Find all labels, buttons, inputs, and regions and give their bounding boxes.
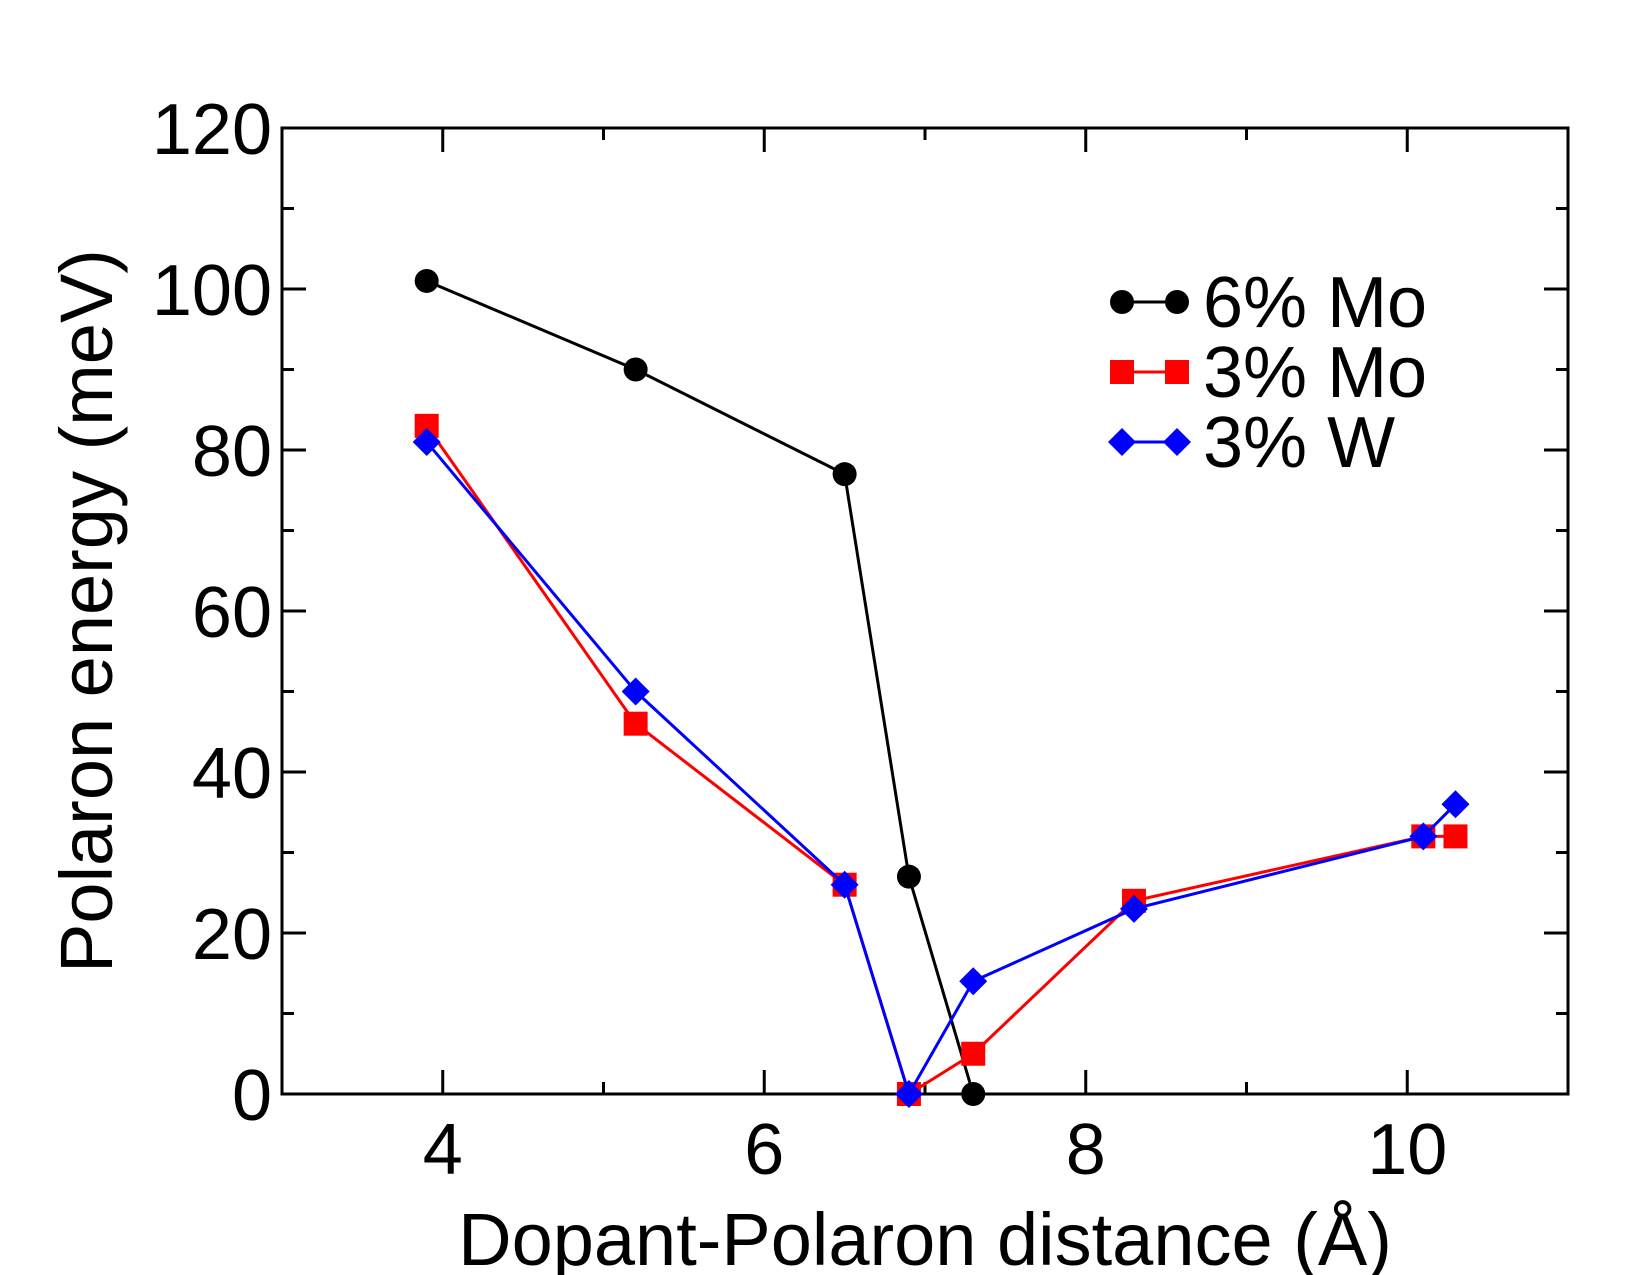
data-point: [414, 268, 439, 293]
legend-marker: [1165, 290, 1189, 314]
data-point: [623, 711, 648, 736]
y-tick-label: 40: [192, 734, 272, 814]
data-point: [623, 357, 648, 382]
data-point: [832, 462, 857, 487]
y-tick-label: 100: [152, 251, 272, 331]
data-point: [961, 1082, 986, 1106]
legend-marker: [1110, 360, 1134, 384]
y-tick-label: 0: [232, 1056, 272, 1136]
data-point: [1119, 894, 1148, 923]
series-2: [412, 427, 1470, 1108]
series-0: [414, 268, 986, 1106]
data-point: [1409, 822, 1438, 851]
legend-label: 3% Mo: [1203, 333, 1427, 413]
y-tick-label: 60: [192, 573, 272, 653]
legend-label: 3% W: [1203, 403, 1395, 483]
legend-label: 6% Mo: [1203, 263, 1427, 343]
x-axis-title: Dopant-Polaron distance (Å): [458, 1198, 1392, 1275]
data-point: [959, 967, 988, 996]
data-point: [412, 427, 441, 456]
x-tick-label: 8: [1066, 1110, 1106, 1190]
y-axis-title: Polaron energy (meV): [45, 249, 128, 973]
legend-entry: 3% W: [1108, 403, 1395, 483]
series-line: [425, 440, 1457, 1098]
data-point: [894, 1080, 923, 1108]
x-tick-labels: 4 6 8 10: [423, 1110, 1448, 1190]
legend: 6% Mo3% Mo3% W: [1108, 263, 1427, 483]
data-point: [961, 1041, 986, 1066]
x-tick-label: 4: [423, 1110, 463, 1190]
legend-marker: [1163, 428, 1191, 456]
x-tick-label: 10: [1367, 1110, 1447, 1190]
series-line: [425, 424, 1456, 1097]
data-point: [830, 870, 859, 899]
data-point: [1443, 824, 1468, 849]
data-point: [621, 677, 650, 706]
data-point: [896, 864, 921, 889]
legend-entry: 6% Mo: [1110, 263, 1427, 343]
legend-marker: [1110, 290, 1134, 314]
series-line: [426, 279, 975, 1095]
axis-ticks: [282, 126, 1568, 1096]
y-tick-label: 20: [192, 895, 272, 975]
legend-marker: [1108, 428, 1136, 456]
y-tick-labels: 0 20 40 60 80 100 120: [152, 90, 272, 1136]
y-tick-label: 120: [152, 90, 272, 170]
series-1: [414, 413, 1468, 1106]
series-layer: [412, 268, 1470, 1108]
y-tick-label: 80: [192, 412, 272, 492]
legend-entry: 3% Mo: [1110, 333, 1427, 413]
x-tick-label: 6: [744, 1110, 784, 1190]
data-point: [1441, 790, 1470, 819]
legend-marker: [1165, 360, 1189, 384]
